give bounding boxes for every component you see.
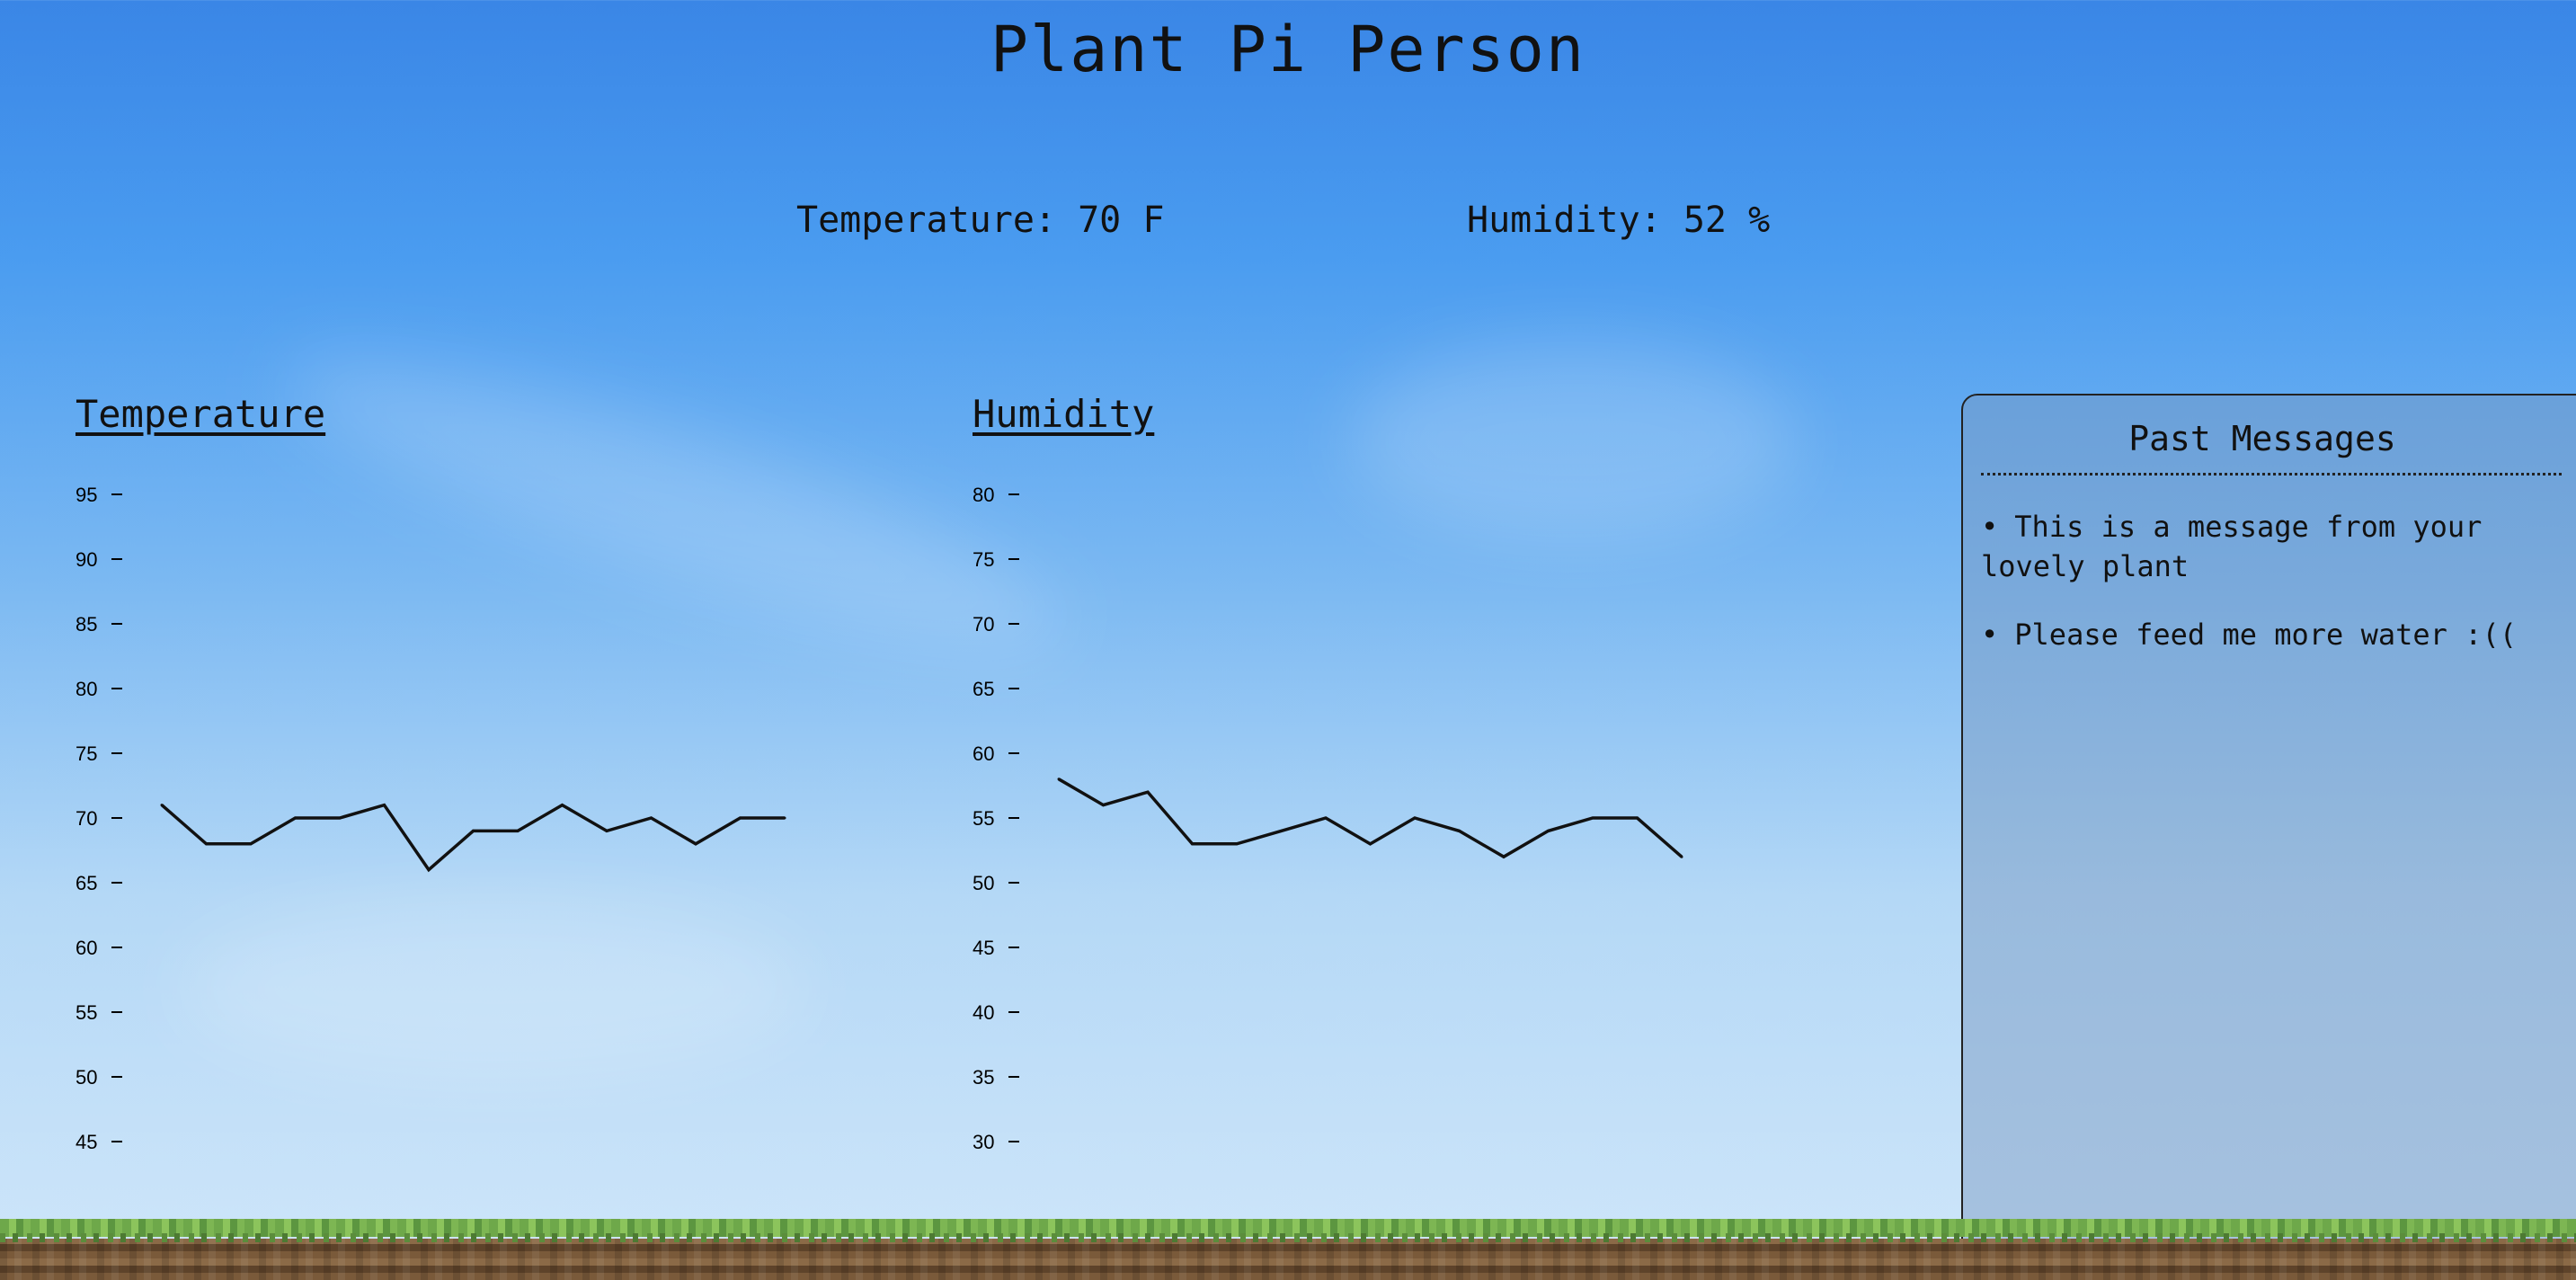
humidity-chart: 80 75 70 65 60 55 50 45 40 35 30 — [973, 484, 1683, 1153]
humidity-data-point — [1146, 790, 1150, 794]
temperature-y-tick-label: 50 — [76, 1066, 97, 1089]
humidity-data-point — [1636, 816, 1639, 820]
humidity-y-tick-label: 50 — [973, 872, 994, 894]
humidity-data-point — [1502, 855, 1506, 858]
grass-edge — [0, 1233, 2576, 1242]
temperature-y-tick-label: 90 — [76, 548, 97, 571]
temperature-data-point — [783, 816, 786, 820]
temperature-data-point — [427, 868, 431, 872]
message-item: This is a message from your lovely plant — [1981, 507, 2556, 586]
humidity-data-point — [1458, 829, 1461, 832]
temperature-y-tick-label: 70 — [76, 807, 97, 830]
humidity-data-point — [1413, 816, 1417, 820]
grass-texture — [0, 1219, 2576, 1237]
humidity-data-point — [1547, 829, 1550, 832]
current-temperature: Temperature: 70 F — [796, 200, 1165, 241]
past-messages-panel: Past Messages This is a message from you… — [1961, 394, 2576, 1280]
temperature-y-tick-label: 85 — [76, 613, 97, 636]
humidity-y-tick-label: 40 — [973, 1001, 994, 1024]
temperature-data-point — [694, 842, 697, 846]
temperature-series-line — [160, 803, 785, 873]
humidity-data-point — [1280, 829, 1283, 832]
humidity-data-point — [1057, 778, 1061, 781]
temperature-data-point — [160, 804, 164, 807]
temperature-y-tick-label: 75 — [76, 742, 97, 765]
humidity-y-tick-label: 60 — [973, 742, 994, 765]
humidity-y-tick-label: 30 — [973, 1131, 994, 1153]
temperature-data-point — [205, 842, 208, 846]
temperature-data-point — [383, 804, 386, 807]
sky-cloud — [180, 899, 809, 1079]
past-messages-title: Past Messages — [2128, 419, 2396, 458]
message-list: This is a message from your lovely plant… — [1981, 507, 2556, 683]
message-item: Please feed me more water :(( — [1981, 615, 2556, 654]
current-humidity: Humidity: 52 % — [1467, 200, 1771, 241]
temperature-data-point — [472, 829, 475, 832]
humidity-data-point — [1235, 842, 1239, 846]
humidity-y-tick-label: 70 — [973, 613, 994, 636]
humidity-y-tick-label: 65 — [973, 678, 994, 700]
humidity-data-point — [1324, 816, 1328, 820]
humidity-y-tick-label: 75 — [973, 548, 994, 571]
humidity-y-tick-label: 80 — [973, 484, 994, 506]
sky-cloud — [1348, 342, 1798, 539]
temperature-chart-title: Temperature — [76, 392, 326, 436]
temperature-y-tick-label: 55 — [76, 1001, 97, 1024]
temperature-y-tick-label: 65 — [76, 872, 97, 894]
humidity-chart-title: Humidity — [973, 392, 1155, 436]
temperature-data-point — [650, 816, 653, 820]
grass-ground-strip — [0, 1219, 2576, 1280]
temperature-y-tick-label: 45 — [76, 1131, 97, 1153]
temperature-data-point — [516, 829, 520, 832]
page-title: Plant Pi Person — [990, 13, 1586, 86]
temperature-data-point — [294, 816, 297, 820]
humidity-data-point — [1191, 842, 1194, 846]
temperature-y-tick-label: 95 — [76, 484, 97, 506]
divider — [1981, 473, 2562, 476]
humidity-data-point — [1102, 804, 1105, 807]
temperature-data-point — [249, 842, 253, 846]
temperature-y-tick-label: 60 — [76, 937, 97, 959]
temperature-y-tick-label: 80 — [76, 678, 97, 700]
humidity-y-tick-label: 45 — [973, 937, 994, 959]
temperature-data-point — [605, 829, 608, 832]
temperature-data-point — [561, 804, 564, 807]
humidity-y-tick-label: 35 — [973, 1066, 994, 1089]
temperature-data-point — [739, 816, 742, 820]
dirt-texture — [0, 1239, 2576, 1280]
temperature-data-point — [338, 816, 342, 820]
humidity-data-point — [1591, 816, 1594, 820]
humidity-y-tick-label: 55 — [973, 807, 994, 830]
humidity-data-point — [1680, 855, 1683, 858]
humidity-data-point — [1369, 842, 1372, 846]
temperature-chart: 95 90 85 80 75 70 65 60 55 50 45 — [76, 484, 786, 1153]
